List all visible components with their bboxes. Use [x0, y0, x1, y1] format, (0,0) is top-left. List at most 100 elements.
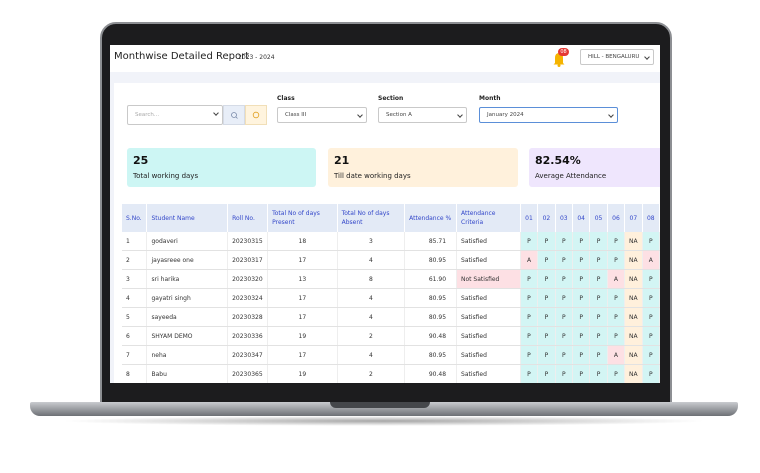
day-status: P: [520, 307, 539, 327]
day-status: P: [555, 232, 573, 251]
search-button[interactable]: [223, 105, 245, 125]
table-head: S.No. Student Name Roll No. Total No of day…: [122, 204, 660, 232]
cell-absent: 2: [337, 364, 406, 383]
card-value: 25: [133, 154, 149, 167]
day-header: 01: [520, 204, 539, 232]
reset-button[interactable]: [245, 105, 267, 125]
day-status: P: [520, 364, 539, 383]
day-status: P: [572, 307, 591, 327]
table-body: 1 godaveri 20230315 18 3 85.71 Satisfied P P P P P P…: [122, 232, 660, 383]
day-status: P: [642, 364, 660, 383]
cell-present: 17: [267, 307, 338, 327]
branch-select[interactable]: HILL - BENGALURU: [580, 49, 654, 65]
cell-percent: 90.48: [404, 326, 458, 346]
cell-name: godaveri: [146, 232, 229, 251]
day-status: NA: [624, 326, 643, 346]
column-header: Total No of days Present: [267, 204, 338, 232]
cell-criteria: Satisfied: [456, 345, 521, 365]
column-header: Roll No.: [227, 204, 269, 232]
cell-absent: 4: [337, 250, 406, 270]
card-value: 82.54%: [535, 154, 581, 167]
month-label: Month: [479, 95, 501, 102]
day-status: P: [537, 326, 556, 346]
card-label: Till date working days: [334, 172, 411, 180]
cell-absent: 4: [337, 307, 406, 327]
cell-criteria: Satisfied: [456, 326, 521, 346]
day-status: P: [520, 288, 539, 308]
class-select[interactable]: Class III: [277, 107, 367, 123]
day-status: P: [589, 250, 608, 270]
day-header: 06: [607, 204, 626, 232]
day-status: P: [555, 250, 573, 270]
top-bar: Monthwise Detailed Report 2023 - 2024 08…: [110, 45, 660, 72]
day-status: P: [555, 364, 573, 383]
day-status: P: [607, 326, 626, 346]
cell-roll: 20230365: [227, 364, 269, 383]
page-title: Monthwise Detailed Report: [114, 51, 250, 62]
day-status: P: [572, 345, 591, 365]
cell-roll: 20230317: [227, 250, 269, 270]
card-value: 21: [334, 154, 350, 167]
cell-present: 19: [267, 364, 338, 383]
day-status: P: [537, 269, 556, 289]
day-status: P: [572, 288, 591, 308]
notification-badge: 08: [558, 48, 569, 56]
cell-roll: 20230320: [227, 269, 269, 289]
cell-sno: 8: [122, 364, 148, 383]
cell-name: jayasreee one: [146, 250, 229, 270]
cell-percent: 80.95: [404, 345, 458, 365]
day-header: 03: [555, 204, 573, 232]
student-row: 4 gayatri singh 20230324 17 4 80.95 Satisfied P…: [122, 288, 660, 308]
day-status: NA: [624, 364, 643, 383]
student-row: 5 sayeeda 20230328 17 4 80.95 Satisfied P P P P P P N…: [122, 307, 660, 327]
day-status: P: [537, 250, 556, 270]
day-status: A: [607, 345, 626, 365]
cell-criteria: Not Satisfied: [456, 269, 521, 289]
cell-absent: 4: [337, 345, 406, 365]
column-header: Attendance Criteria: [456, 204, 521, 232]
column-header: Total No of days Absent: [337, 204, 406, 232]
day-status: P: [607, 250, 626, 270]
day-status: P: [642, 232, 660, 251]
academic-year[interactable]: 2023 - 2024: [238, 54, 275, 61]
cell-sno: 3: [122, 269, 148, 289]
day-status: P: [555, 269, 573, 289]
header-row: S.No. Student Name Roll No. Total No of day…: [122, 204, 660, 232]
student-row: 8 Babu 20230365 19 2 90.48 Satisfied P P P P P P NA P: [122, 364, 660, 383]
cell-criteria: Satisfied: [456, 232, 521, 251]
cell-roll: 20230324: [227, 288, 269, 308]
cell-absent: 3: [337, 232, 406, 251]
day-status: P: [520, 232, 539, 251]
day-status: P: [589, 345, 608, 365]
cell-sno: 5: [122, 307, 148, 327]
cell-name: sri harika: [146, 269, 229, 289]
cell-criteria: Satisfied: [456, 250, 521, 270]
month-select[interactable]: January 2024: [479, 107, 618, 123]
day-status: P: [589, 307, 608, 327]
cell-absent: 4: [337, 288, 406, 308]
laptop-base: [30, 402, 738, 416]
day-status: P: [537, 345, 556, 365]
cell-roll: 20230328: [227, 307, 269, 327]
cell-percent: 90.48: [404, 364, 458, 383]
cell-roll: 20230347: [227, 345, 269, 365]
day-status: A: [520, 250, 539, 270]
day-status: NA: [624, 250, 643, 270]
day-status: NA: [624, 345, 643, 365]
day-status: P: [520, 269, 539, 289]
cell-absent: 2: [337, 326, 406, 346]
cell-percent: 61.90: [404, 269, 458, 289]
day-header: 04: [572, 204, 591, 232]
cell-criteria: Satisfied: [456, 307, 521, 327]
search-input[interactable]: Search...: [127, 105, 223, 125]
day-status: P: [537, 307, 556, 327]
section-select[interactable]: Section A: [378, 107, 467, 123]
student-row: 6 SHYAM DEMO 20230336 19 2 90.48 Satisfied P P P P…: [122, 326, 660, 346]
cell-absent: 8: [337, 269, 406, 289]
day-status: NA: [624, 288, 643, 308]
base-notch: [330, 402, 430, 408]
cell-criteria: Satisfied: [456, 288, 521, 308]
day-status: P: [642, 288, 660, 308]
day-status: A: [642, 250, 660, 270]
attendance-table: S.No. Student Name Roll No. Total No of day…: [122, 204, 660, 383]
